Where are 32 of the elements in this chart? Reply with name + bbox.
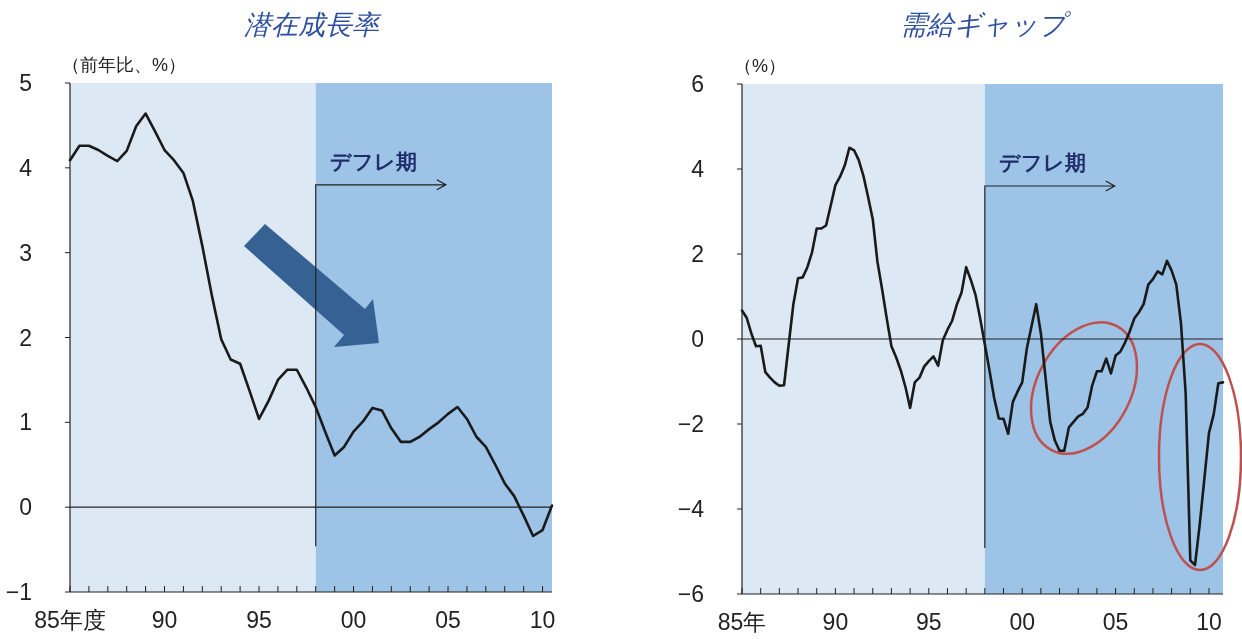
ref-line-label: デフレ期 (998, 151, 1086, 174)
x-tick-label: 00 (340, 607, 367, 633)
x-tick-label: 95 (246, 607, 272, 633)
y-tick-label: 4 (19, 154, 33, 181)
y-tick-label: −2 (677, 411, 704, 437)
x-tick-label: 10 (529, 607, 556, 633)
x-tick-label: 00 (1009, 609, 1035, 635)
y-axis-title: （%） (734, 56, 787, 76)
x-tick-label: 95 (916, 609, 942, 635)
y-tick-label: 2 (19, 324, 32, 351)
chart-title: 潜在成長率 (243, 10, 382, 40)
y-tick-label: 0 (19, 494, 32, 521)
y-tick-label: 2 (691, 241, 704, 267)
x-tick-label: 90 (822, 609, 849, 635)
x-tick-label: 85年 (717, 609, 767, 635)
y-tick-label: −4 (677, 496, 705, 522)
x-tick-label: 05 (435, 607, 461, 633)
ref-line-label: デフレ期 (329, 149, 417, 173)
y-tick-label: 1 (19, 409, 32, 436)
x-tick-label: 10 (1196, 609, 1222, 635)
y-tick-label: 6 (691, 71, 704, 97)
chart-title: 需給ギャップ (899, 10, 1071, 40)
y-tick-label: −6 (677, 581, 704, 607)
y-tick-label: 3 (19, 239, 32, 266)
y-tick-label: 4 (691, 156, 705, 182)
y-axis-title: （前年比、%） (62, 55, 187, 75)
x-tick-label: 85年度 (34, 607, 106, 633)
y-tick-label: 0 (691, 326, 704, 352)
y-tick-label: −1 (5, 579, 32, 605)
x-tick-label: 90 (151, 607, 178, 633)
y-tick-label: 5 (19, 70, 32, 96)
x-tick-label: 05 (1102, 609, 1129, 635)
